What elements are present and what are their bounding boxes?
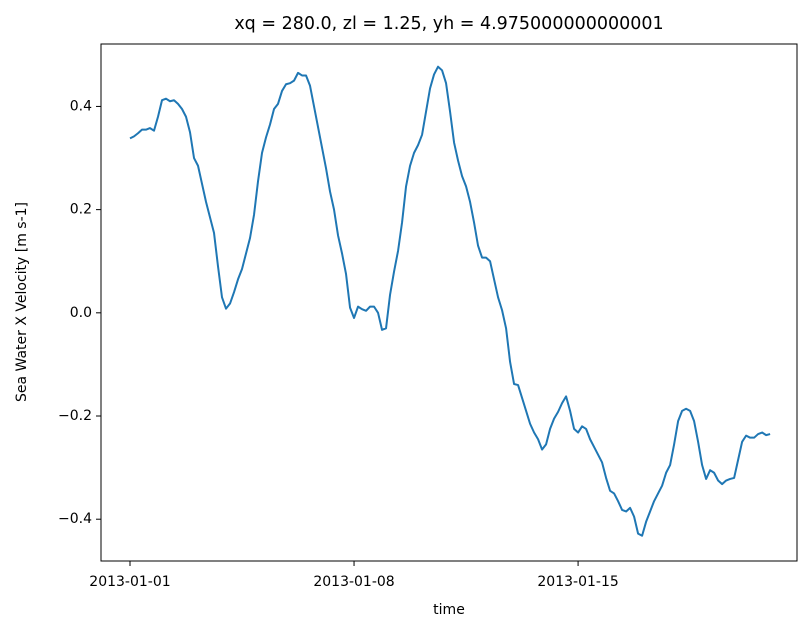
- x-tick-label: 2013-01-08: [313, 574, 394, 590]
- chart-title: xq = 280.0, zl = 1.25, yh = 4.9750000000…: [234, 14, 663, 34]
- y-tick-label: −0.4: [58, 511, 92, 527]
- y-tick-label: 0.4: [70, 98, 92, 114]
- x-axis-label: time: [433, 602, 465, 618]
- x-tick-label: 2013-01-01: [89, 574, 170, 590]
- data-line: [129, 65, 771, 537]
- axes-frame: [100, 43, 798, 562]
- y-axis-label: Sea Water X Velocity [m s-1]: [14, 202, 30, 402]
- y-tick-label: 0.0: [70, 305, 92, 321]
- y-tick-label: 0.2: [70, 202, 92, 218]
- x-tick-label: 2013-01-15: [537, 574, 618, 590]
- y-tick-label: −0.2: [58, 408, 92, 424]
